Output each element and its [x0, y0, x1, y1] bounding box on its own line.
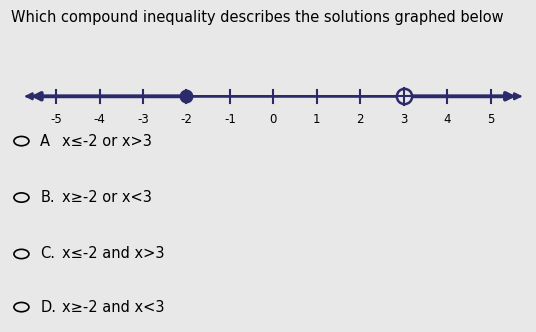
Text: 2: 2 — [356, 113, 364, 126]
Text: 1: 1 — [313, 113, 321, 126]
Text: -2: -2 — [181, 113, 192, 126]
Text: C.: C. — [40, 246, 55, 262]
Text: Which compound inequality describes the solutions graphed below: Which compound inequality describes the … — [11, 10, 503, 25]
Text: -1: -1 — [224, 113, 236, 126]
Text: D.: D. — [40, 299, 56, 315]
Text: A: A — [40, 133, 50, 149]
Text: 3: 3 — [400, 113, 407, 126]
Text: x≤-2 and x>3: x≤-2 and x>3 — [62, 246, 164, 262]
Text: -3: -3 — [137, 113, 149, 126]
Text: 5: 5 — [487, 113, 494, 126]
Text: B.: B. — [40, 190, 55, 205]
Text: x≥-2 and x<3: x≥-2 and x<3 — [62, 299, 164, 315]
Text: -4: -4 — [94, 113, 106, 126]
Text: -5: -5 — [50, 113, 62, 126]
Text: 4: 4 — [443, 113, 451, 126]
Text: x≥-2 or x<3: x≥-2 or x<3 — [62, 190, 152, 205]
Text: 0: 0 — [270, 113, 277, 126]
Text: x≤-2 or x>3: x≤-2 or x>3 — [62, 133, 152, 149]
